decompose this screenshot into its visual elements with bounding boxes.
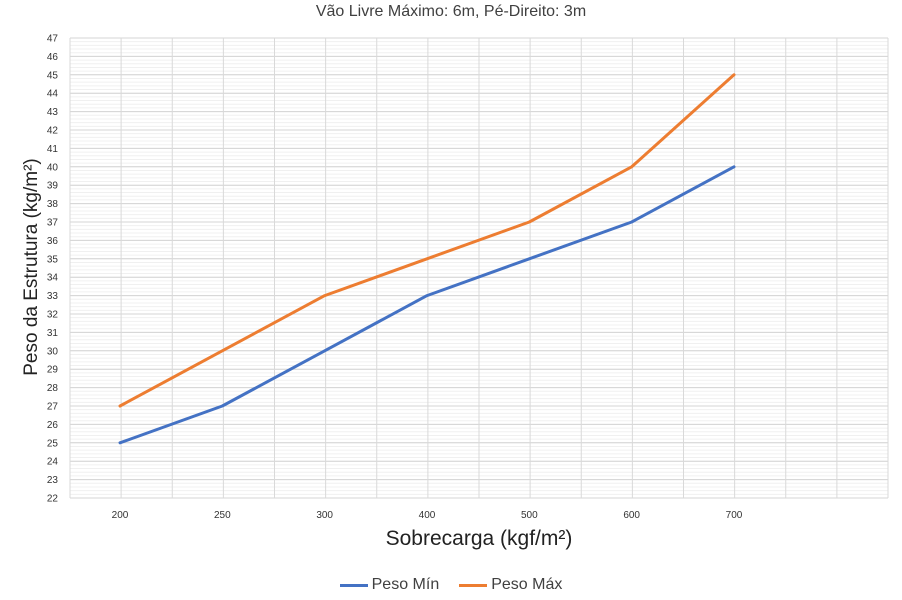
y-tick-label: 26 [47,420,59,431]
legend-swatch [339,583,368,587]
y-axis-title: Peso da Estrutura (kg/m²) [21,158,42,376]
grid-lines [69,37,889,499]
y-tick-label: 28 [47,383,59,394]
x-tick-label: 600 [623,510,640,521]
y-tick-label: 38 [47,199,59,210]
y-tick-label: 46 [47,52,59,63]
y-tick-label: 37 [47,218,59,229]
y-tick-labels: 22 23 24 25 26 27 28 29 30 31 32 33 34 35 36 37 38 39 40 41… [47,34,59,505]
y-tick-label: 30 [47,346,59,357]
y-tick-label: 31 [47,328,59,339]
y-tick-label: 41 [47,144,59,155]
y-tick-label: 39 [47,181,59,192]
y-tick-label: 22 [47,494,59,505]
x-tick-label: 700 [726,510,743,521]
y-tick-label: 40 [47,162,59,173]
legend-label: Peso Mín [371,576,440,593]
y-tick-label: 24 [47,457,59,468]
y-tick-label: 32 [47,310,59,321]
legend: Peso Mín Peso Máx [0,576,902,594]
series-line [118,73,736,408]
x-tick-label: 250 [214,510,231,521]
y-tick-label: 42 [47,126,59,137]
y-tick-label: 29 [47,365,59,376]
legend-item: Peso Mín [339,576,440,594]
x-tick-label: 300 [316,510,333,521]
y-tick-label: 44 [47,89,59,100]
y-tick-label: 35 [47,254,59,265]
y-tick-label: 45 [47,70,59,81]
y-tick-label: 33 [47,291,59,302]
legend-swatch [459,583,488,587]
y-tick-label: 27 [47,402,59,413]
series-line [118,165,736,445]
x-tick-labels: 200 250 300 400 500 600 700 [112,510,743,521]
x-tick-label: 400 [419,510,436,521]
y-tick-label: 25 [47,438,59,449]
y-tick-label: 23 [47,475,59,486]
y-tick-label: 43 [47,107,59,118]
y-tick-label: 34 [47,273,59,284]
x-tick-label: 200 [112,510,129,521]
legend-item: Peso Máx [459,576,562,594]
x-tick-label: 500 [521,510,538,521]
y-tick-label: 47 [47,34,59,45]
series-lines [118,73,736,445]
legend-label: Peso Máx [491,576,563,593]
chart-title: Vão Livre Máximo: 6m, Pé-Direito: 3m [315,3,587,20]
y-tick-label: 36 [47,236,59,247]
x-axis-title: Sobrecarga (kgf/m²) [385,527,573,550]
